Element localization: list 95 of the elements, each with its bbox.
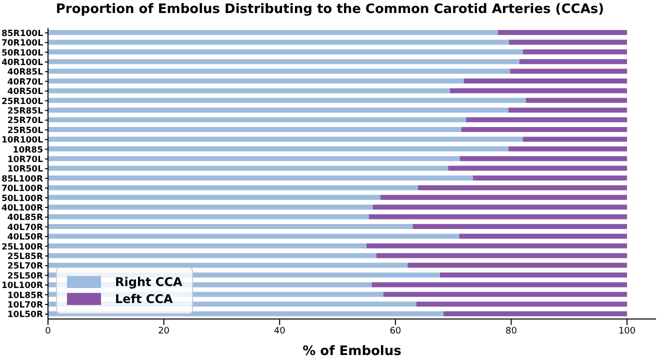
bar [48, 30, 498, 35]
bar [48, 214, 369, 220]
legend-label: Left CCA [115, 292, 173, 306]
bar [519, 59, 628, 64]
bar [48, 117, 466, 122]
bar [48, 194, 380, 200]
bar [48, 253, 376, 258]
bar [498, 30, 628, 35]
y-tick-label: 40R50L [7, 87, 44, 98]
bar [510, 68, 628, 74]
bar [48, 98, 526, 103]
y-tick-label: 25L100R [1, 242, 44, 252]
x-tick-label: 100 [618, 326, 636, 336]
y-tick-label: 10L50R [7, 310, 44, 320]
bar [522, 49, 628, 54]
y-tick-label: 25R70L [7, 116, 44, 126]
bar [48, 40, 509, 45]
bar [464, 78, 628, 84]
bar [48, 68, 510, 74]
y-tick-label: 40L100R [1, 203, 44, 214]
y-tick-label: 40R70L [7, 77, 44, 88]
x-tick-label: 40 [274, 326, 286, 336]
y-tick-label: 10R100L [1, 136, 44, 146]
bar [526, 98, 628, 103]
bar [48, 146, 508, 152]
y-tick-label: 40L70R [7, 222, 44, 233]
bar [412, 224, 628, 229]
bar [48, 166, 448, 171]
bar [383, 292, 628, 297]
y-tick-label: 50L100R [1, 194, 44, 204]
x-tick-label: 20 [158, 326, 170, 336]
bar [522, 136, 628, 142]
chart-title: Proportion of Embolus Distributing to the Common Carotid Arteries (CCAs) [54, 2, 606, 17]
y-tick-label: 40R85L [7, 68, 44, 78]
bar [368, 214, 628, 220]
x-tick-label: 60 [390, 326, 402, 336]
y-tick-label: 25R50L [7, 126, 44, 136]
bar [460, 156, 628, 162]
bar [372, 204, 628, 210]
y-tick-label: 40L50R [7, 232, 44, 243]
x-tick-label: 80 [506, 326, 518, 336]
y-tick-label: 10R50L [7, 164, 44, 175]
y-tick-label: 40R100L [1, 58, 44, 68]
bar [48, 88, 450, 94]
y-tick-label: 10L100R [1, 281, 44, 292]
bar [459, 234, 628, 239]
y-tick-label: 25L50R [7, 271, 44, 282]
bar [372, 282, 628, 288]
bar [508, 146, 628, 152]
bar [466, 117, 628, 122]
bar [48, 243, 366, 248]
y-tick-label: 25L70R [7, 262, 44, 272]
bar [461, 127, 628, 132]
y-tick-label: 10R70L [7, 154, 44, 165]
bar [366, 243, 628, 248]
bar [416, 302, 628, 307]
bar [508, 40, 628, 45]
bar [473, 176, 628, 180]
bar [48, 59, 520, 64]
bar [418, 185, 628, 190]
y-tick-label: 85R100L [1, 28, 44, 39]
bar [48, 185, 418, 190]
bar [450, 88, 628, 94]
bar [448, 166, 628, 171]
y-tick-label: 25R85L [7, 106, 44, 116]
y-tick-label: 10L70R [7, 300, 44, 310]
bar [443, 311, 628, 316]
y-tick-label: 70L100R [1, 184, 44, 194]
y-tick-label: 70R100L [1, 38, 44, 49]
bar [408, 262, 628, 268]
bar [376, 253, 628, 258]
y-tick-label: 25L85R [7, 252, 44, 262]
bar [48, 78, 464, 84]
x-tick-label: 0 [45, 326, 52, 336]
bar [440, 272, 628, 278]
y-tick-label: 50R100L [1, 48, 44, 58]
bar [48, 224, 413, 229]
bar [48, 262, 408, 268]
x-axis-title: % of Embolus [302, 344, 402, 359]
bar [48, 176, 474, 180]
y-tick-label: 10R85 [12, 145, 44, 156]
bar [48, 127, 462, 132]
bar [48, 49, 523, 54]
legend-label: Right CCA [115, 275, 182, 289]
bar [48, 234, 460, 239]
bar [48, 136, 523, 142]
bar [48, 204, 373, 210]
y-tick-label: 10L85R [7, 290, 44, 301]
bar [508, 108, 628, 113]
bar [48, 108, 508, 113]
y-tick-label: 40L85R [7, 213, 44, 224]
bar [380, 194, 628, 200]
y-tick-label: 85L100R [1, 174, 44, 184]
y-tick-label: 25R100L [1, 96, 44, 107]
bar [48, 156, 460, 162]
